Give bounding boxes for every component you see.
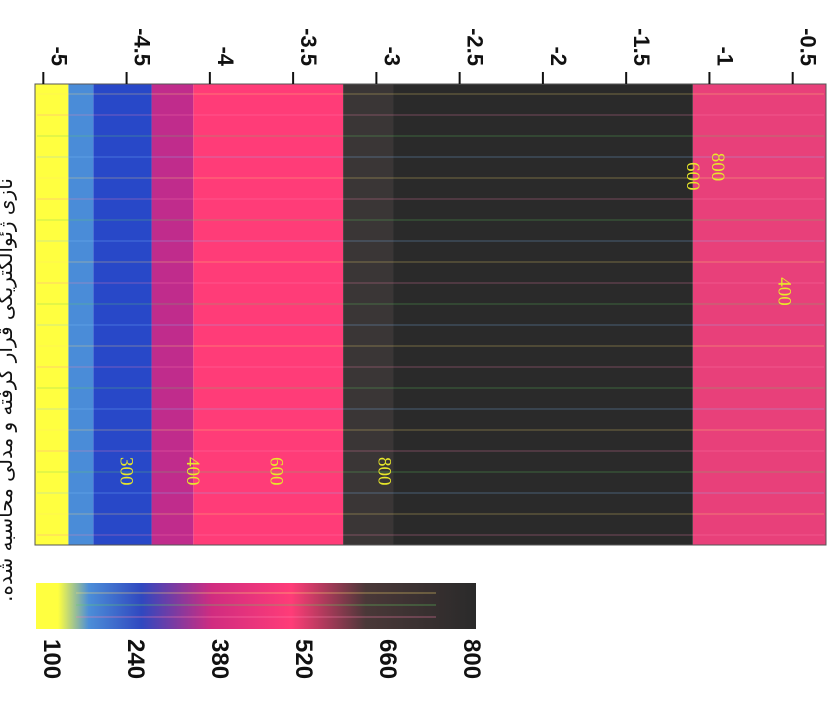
- contour-label: 300: [116, 457, 137, 486]
- figure-caption: نازی ژئوالکتریکی قرار گرفته و مدلی محاسب…: [0, 178, 17, 602]
- axis-tick-label: -2.5: [463, 28, 488, 66]
- contour-label: 600: [265, 457, 286, 486]
- contour-label: 800: [374, 457, 395, 486]
- heat-band: [93, 84, 152, 545]
- colorbar-tick-label: 520: [290, 639, 317, 679]
- heat-band: [35, 84, 69, 545]
- colorbar: 800 660 520 380 240 100: [36, 583, 485, 679]
- heatmap-plot: [34, 83, 827, 546]
- contour-label: 400: [773, 277, 794, 306]
- colorbar-lines: [76, 592, 436, 618]
- heat-band: [193, 84, 344, 545]
- heat-band: [151, 84, 194, 545]
- axis-tick-label: -1.5: [629, 28, 654, 66]
- colorbar-tick-label: 800: [458, 639, 485, 679]
- colorbar-tick-label: 660: [374, 639, 401, 679]
- axis-tick-label: -2: [546, 46, 571, 66]
- axis-tick-label: -4: [213, 46, 238, 66]
- colorbar-gradient: [36, 583, 476, 629]
- colorbar-tick-label: 240: [122, 639, 149, 679]
- depth-axis: -0.5 -1 -1.5 -2 -2.5 -3 -3.5 -4 -4.5 -5: [42, 28, 821, 84]
- heat-band: [692, 84, 826, 545]
- contour-label: 400: [182, 457, 203, 486]
- heat-band: [393, 84, 693, 545]
- axis-tick-label: -5: [46, 46, 71, 66]
- axis-tick-label: -4.5: [130, 28, 155, 66]
- contour-label: 800: [707, 153, 728, 182]
- plot-border: [34, 83, 827, 546]
- axis-tick-label: -3: [379, 46, 404, 66]
- contour-label: 600: [682, 162, 703, 191]
- axis-tick-label: -0.5: [796, 28, 821, 66]
- colorbar-tick-label: 100: [38, 639, 65, 679]
- heat-band: [68, 84, 94, 545]
- axis-tick-label: -1: [712, 46, 737, 66]
- heat-band: [343, 84, 394, 545]
- colorbar-tick-label: 380: [206, 639, 233, 679]
- colorbar-labels: 800 660 520 380 240 100: [38, 639, 485, 679]
- axis-tick-label: -3.5: [296, 28, 321, 66]
- contour-lines: [37, 93, 824, 536]
